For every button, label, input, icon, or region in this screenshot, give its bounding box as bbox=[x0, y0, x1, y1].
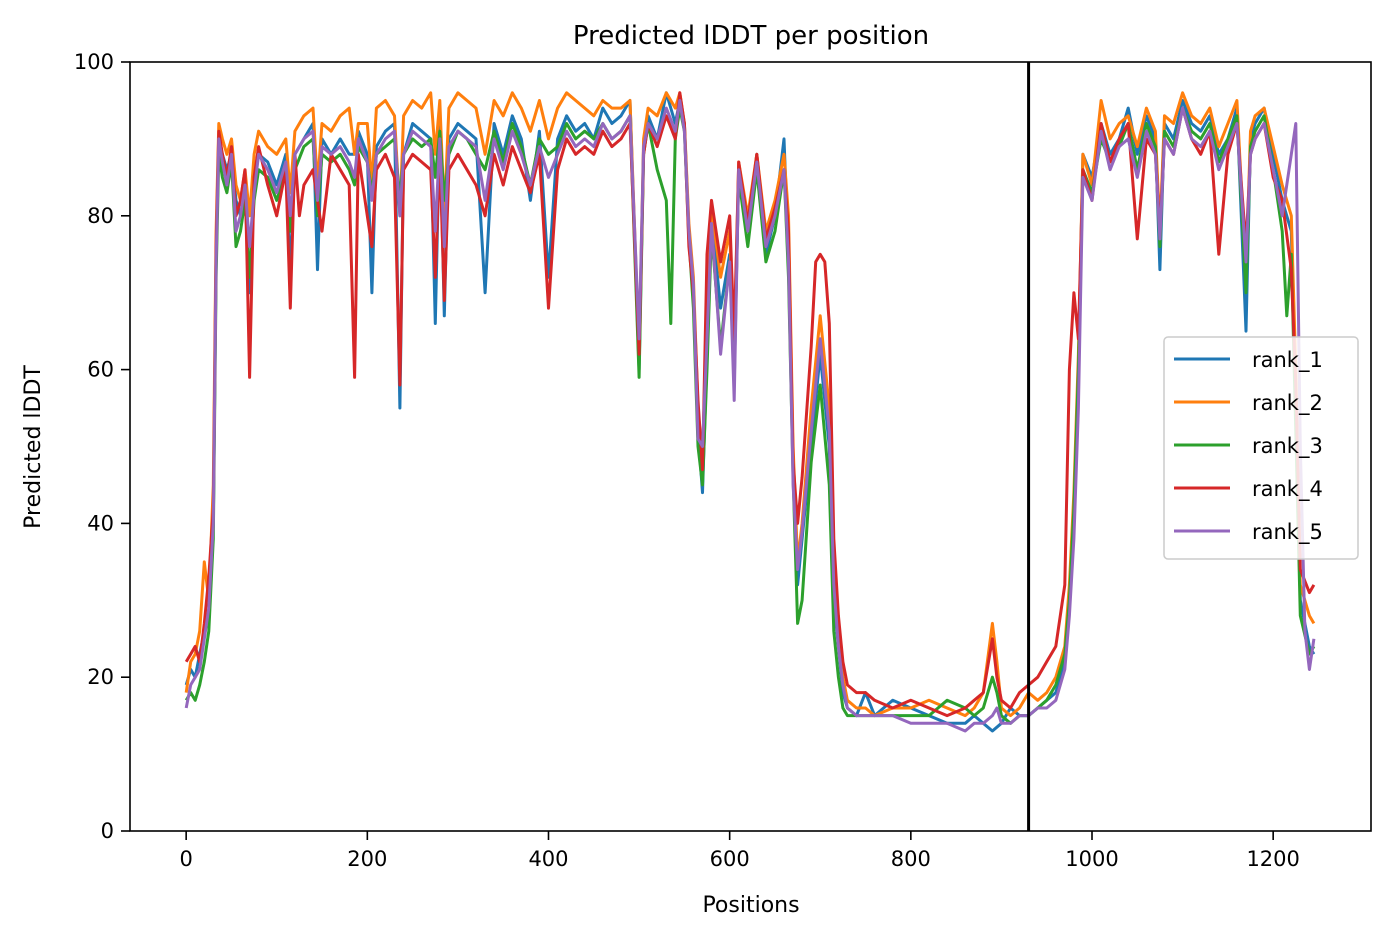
x-axis-label: Positions bbox=[702, 893, 799, 918]
x-tick-label: 0 bbox=[179, 847, 192, 871]
y-tick-label: 100 bbox=[74, 50, 114, 74]
legend-label: rank_4 bbox=[1252, 477, 1323, 502]
legend-label: rank_5 bbox=[1252, 520, 1323, 545]
y-axis: 0 20 40 60 80 100 bbox=[74, 50, 130, 843]
y-axis-label: Predicted lDDT bbox=[21, 365, 46, 529]
y-tick-label: 0 bbox=[101, 819, 114, 843]
legend-label: rank_3 bbox=[1252, 434, 1323, 459]
legend-label: rank_1 bbox=[1252, 348, 1323, 373]
x-tick-label: 200 bbox=[347, 847, 387, 871]
x-axis: 0 200 400 600 800 1000 1200 bbox=[179, 831, 1300, 871]
x-tick-label: 800 bbox=[891, 847, 931, 871]
x-tick-label: 1000 bbox=[1065, 847, 1118, 871]
plot-area bbox=[129, 61, 1372, 832]
x-tick-label: 600 bbox=[710, 847, 750, 871]
chart-title: Predicted lDDT per position bbox=[573, 21, 929, 51]
x-tick-label: 400 bbox=[528, 847, 568, 871]
y-tick-label: 60 bbox=[87, 358, 114, 382]
legend-label: rank_2 bbox=[1252, 391, 1323, 416]
plot-frame bbox=[129, 61, 1372, 832]
legend: rank_1 rank_2 rank_3 rank_4 rank_5 bbox=[1163, 336, 1359, 560]
y-tick-label: 80 bbox=[87, 204, 114, 228]
legend-box bbox=[1163, 336, 1359, 560]
series-line-rank-5 bbox=[184, 99, 1316, 733]
y-tick-label: 40 bbox=[87, 511, 114, 535]
series-lines bbox=[184, 91, 1316, 733]
y-tick-label: 20 bbox=[87, 665, 114, 689]
x-tick-label: 1200 bbox=[1246, 847, 1299, 871]
